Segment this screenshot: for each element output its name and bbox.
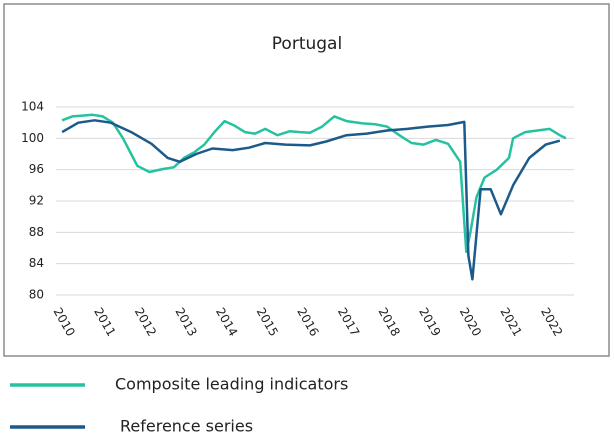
chart-frame bbox=[3, 3, 610, 357]
y-tick-label: 96 bbox=[29, 162, 44, 176]
y-tick-label: 104 bbox=[21, 100, 44, 114]
y-tick-label: 80 bbox=[29, 288, 44, 302]
series-line bbox=[61, 119, 561, 281]
y-tick-label: 84 bbox=[29, 256, 44, 270]
y-tick-label: 100 bbox=[21, 131, 44, 145]
legend-label: Reference series bbox=[120, 417, 253, 436]
y-tick-label: 92 bbox=[29, 194, 44, 208]
chart-title: Portugal bbox=[272, 34, 342, 54]
y-tick-label: 88 bbox=[29, 225, 44, 239]
series-line bbox=[61, 113, 567, 254]
legend-label: Composite leading indicators bbox=[115, 375, 348, 394]
